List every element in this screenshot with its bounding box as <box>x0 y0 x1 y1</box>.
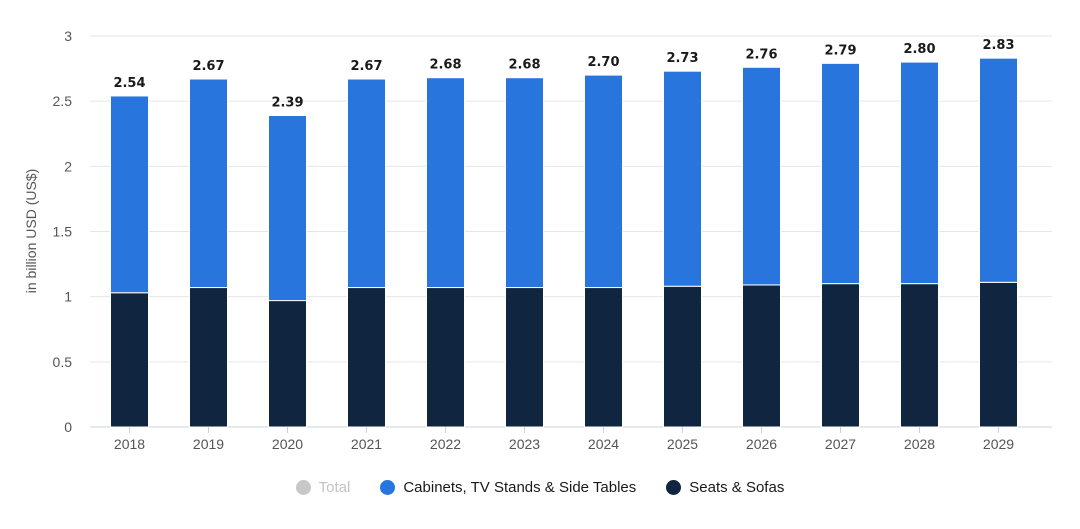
x-tick-label: 2020 <box>272 436 303 452</box>
bar-cabinets[interactable] <box>347 78 386 289</box>
y-axis-title: in billion USD (US$) <box>23 169 39 293</box>
bar-seats-sofas[interactable] <box>426 287 465 428</box>
bar-seats-sofas[interactable] <box>584 287 623 428</box>
legend-label-cabinets: Cabinets, TV Stands & Side Tables <box>403 478 637 496</box>
bar-seats-sofas[interactable] <box>821 283 860 428</box>
bar-total-label: 2.70 <box>587 55 619 70</box>
y-tick-label: 0 <box>64 419 72 435</box>
bar-seats-sofas[interactable] <box>505 287 544 428</box>
bar-total-label: 2.73 <box>666 51 698 66</box>
y-tick-label: 2 <box>64 158 72 174</box>
bar-seats-sofas[interactable] <box>268 300 307 428</box>
bar-total-label: 2.67 <box>192 59 224 74</box>
bar-seats-sofas[interactable] <box>979 281 1018 428</box>
bar-total-label: 2.68 <box>429 58 461 73</box>
x-tick-label: 2029 <box>983 436 1014 452</box>
x-tick-label: 2026 <box>746 436 777 452</box>
bar-cabinets[interactable] <box>505 77 544 289</box>
legend-item-total[interactable]: Total <box>295 478 351 496</box>
x-tick-label: 2027 <box>825 436 856 452</box>
bar-cabinets[interactable] <box>821 62 860 285</box>
bar-cabinets[interactable] <box>426 77 465 289</box>
legend-marker-total <box>295 479 311 495</box>
legend-item-cabinets[interactable]: Cabinets, TV Stands & Side Tables <box>380 479 636 496</box>
bar-cabinets[interactable] <box>742 66 781 286</box>
bar-cabinets[interactable] <box>900 61 939 285</box>
y-axis-ticks: 0 0.5 1 1.5 2 2.5 3 <box>53 28 73 435</box>
bar-total-label: 2.80 <box>903 42 935 57</box>
x-tick-label: 2023 <box>509 436 540 452</box>
x-tick-label: 2024 <box>588 436 619 452</box>
legend-marker-cabinets <box>380 479 396 495</box>
bar-cabinets[interactable] <box>110 95 149 294</box>
bar-total-label: 2.54 <box>113 76 145 91</box>
bar-seats-sofas[interactable] <box>900 283 939 428</box>
bar-seats-sofas[interactable] <box>110 292 149 428</box>
gridlines <box>90 35 1052 428</box>
bar-cabinets[interactable] <box>584 74 623 289</box>
bar-total-label: 2.83 <box>982 38 1014 53</box>
bars <box>110 57 1018 428</box>
x-tick-label: 2021 <box>351 436 382 452</box>
legend: Total Cabinets, TV Stands & Side Tables … <box>0 474 1080 500</box>
bar-total-label: 2.79 <box>824 43 856 58</box>
legend-label-total: Total <box>318 478 351 496</box>
bar-total-label: 2.39 <box>271 96 303 111</box>
legend-marker-seats-sofas <box>666 479 682 495</box>
y-tick-label: 3 <box>64 28 72 44</box>
bar-seats-sofas[interactable] <box>347 287 386 428</box>
x-tick-label: 2018 <box>114 436 145 452</box>
bar-cabinets[interactable] <box>189 78 228 289</box>
bar-cabinets[interactable] <box>268 115 307 302</box>
x-tick-label: 2028 <box>904 436 935 452</box>
bar-seats-sofas[interactable] <box>663 285 702 428</box>
x-tick-label: 2019 <box>193 436 224 452</box>
y-tick-label: 1.5 <box>53 224 73 240</box>
bar-seats-sofas[interactable] <box>742 284 781 428</box>
legend-label-seats-sofas: Seats & Sofas <box>689 478 785 496</box>
bar-cabinets[interactable] <box>979 57 1018 283</box>
x-tick-label: 2022 <box>430 436 461 452</box>
x-tick-label: 2025 <box>667 436 698 452</box>
bar-seats-sofas[interactable] <box>189 287 228 428</box>
legend-item-seats-sofas[interactable]: Seats & Sofas <box>666 479 784 496</box>
x-axis-ticks: 2018 2019 2020 2021 2022 2023 2024 2025 2026 2027… <box>114 427 1014 452</box>
y-tick-label: 1 <box>64 289 72 305</box>
bar-cabinets[interactable] <box>663 70 702 287</box>
bar-total-label: 2.76 <box>745 47 777 62</box>
total-labels: 2.54 2.67 2.39 2.67 2.68 2.68 2.70 2.73 2.76 2.79… <box>113 38 1014 110</box>
bar-total-label: 2.68 <box>508 58 540 73</box>
bar-total-label: 2.67 <box>350 59 382 74</box>
y-tick-label: 0.5 <box>53 354 73 370</box>
y-tick-label: 2.5 <box>53 93 73 109</box>
